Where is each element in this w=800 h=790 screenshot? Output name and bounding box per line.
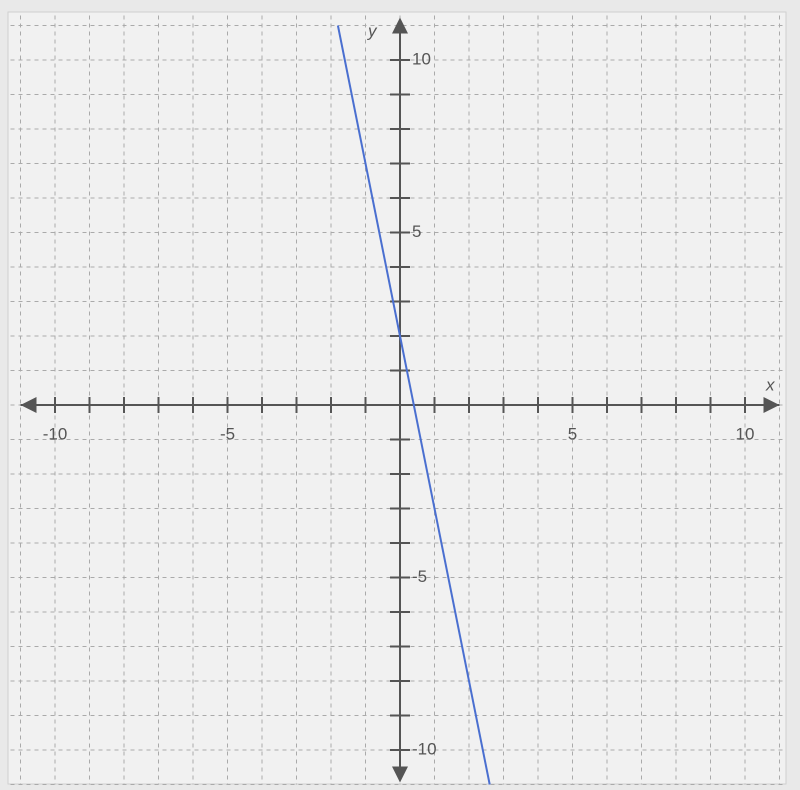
arrow — [392, 766, 408, 783]
x-tick-label: -10 — [43, 424, 68, 443]
plot-area — [7, 11, 787, 785]
x-tick-label: 10 — [736, 424, 755, 443]
y-axis-label: y — [367, 21, 378, 40]
arrow — [20, 397, 37, 413]
axes: -10 -5 5 10 -10 -5 5 10 — [20, 17, 780, 783]
y-tick-label: -5 — [412, 567, 427, 586]
y-tick-label: 5 — [412, 222, 421, 241]
y-tick-label: -10 — [412, 739, 437, 758]
arrow — [763, 397, 780, 413]
marks — [336, 25, 491, 785]
line — [336, 25, 491, 785]
x-tick-label: -5 — [220, 424, 235, 443]
x-tick-label: 5 — [568, 424, 577, 443]
x-axis-label: x — [765, 375, 775, 394]
y-tick-label: 10 — [412, 49, 431, 68]
arrow — [392, 17, 408, 34]
